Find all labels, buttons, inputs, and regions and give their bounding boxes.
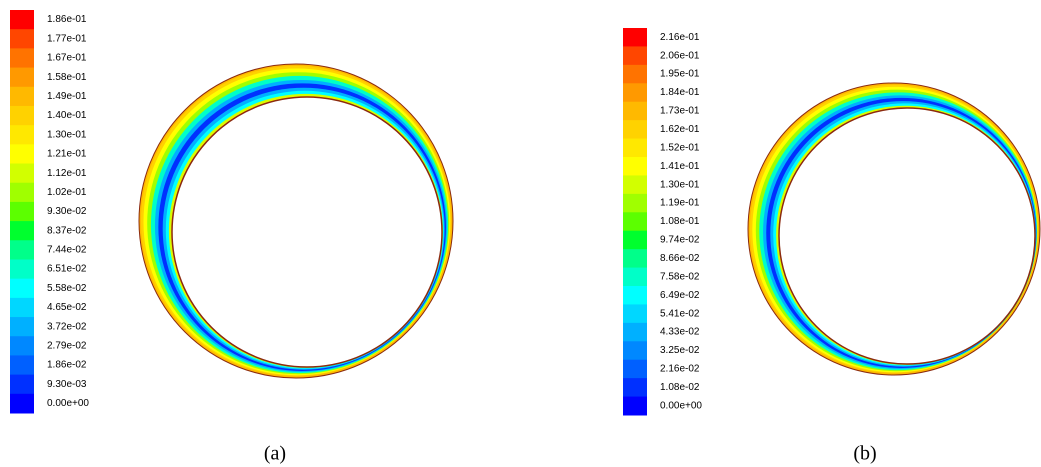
colorbar-label: 9.30e-03: [47, 379, 87, 390]
colorbar-label: 5.41e-02: [660, 308, 700, 319]
colorbar-label: 1.19e-01: [660, 198, 700, 209]
colorbar-label: 7.58e-02: [660, 271, 700, 282]
colorbar-label: 1.49e-01: [47, 91, 87, 102]
colorbar-box: [10, 48, 34, 69]
colorbar-label: 1.02e-01: [47, 187, 87, 198]
colorbar-label: 1.86e-01: [47, 14, 87, 25]
colorbar-box: [10, 297, 34, 318]
colorbar-label: 3.25e-02: [660, 345, 700, 356]
colorbar-box: [623, 304, 647, 324]
colorbar-box: [10, 10, 34, 30]
colorbar-label: 2.06e-01: [660, 50, 700, 61]
colorbar-box: [10, 67, 34, 88]
colorbar-box: [623, 249, 647, 269]
colorbar-box: [10, 144, 34, 165]
colorbar-label: 1.30e-01: [660, 179, 700, 190]
colorbar-box: [623, 341, 647, 361]
colorbar-box: [10, 374, 34, 395]
colorbar-box: [10, 125, 34, 145]
colorbar-label: 2.16e-01: [660, 32, 700, 43]
colorbar-label: 4.65e-02: [47, 302, 87, 313]
colorbar-box: [623, 359, 647, 379]
colorbar-label: 1.84e-01: [660, 87, 700, 98]
colorbar-label: 1.08e-02: [660, 382, 700, 393]
colorbar-box: [10, 29, 34, 49]
colorbar-box: [10, 240, 34, 260]
colorbar-box: [623, 378, 647, 398]
colorbar-label: 1.30e-01: [47, 129, 87, 140]
colorbar-label: 0.00e+00: [660, 400, 702, 411]
colorbar-label: 4.33e-02: [660, 327, 700, 338]
colorbar-box: [10, 393, 34, 414]
colorbar-label: 8.66e-02: [660, 253, 700, 264]
colorbar-box: [10, 163, 34, 184]
colorbar-box: [623, 175, 647, 195]
colorbar-label: 5.58e-02: [47, 283, 87, 294]
colorbar-box: [623, 46, 647, 66]
colorbar-label: 1.12e-01: [47, 168, 87, 179]
colorbar-box: [623, 322, 647, 342]
colorbar-label: 2.79e-02: [47, 340, 87, 351]
colorbar-box: [10, 317, 34, 337]
colorbar-box: [623, 64, 647, 84]
colorbar-label: 9.74e-02: [660, 235, 700, 246]
colorbar-label: 3.72e-02: [47, 321, 87, 332]
colorbar-box: [10, 105, 34, 126]
contour-panel: 1.86e-01 1.77e-01 1.67e-01 1.58e-01 1.49e-01…: [10, 10, 454, 465]
panel-caption: (b): [853, 443, 876, 465]
colorbar-box: [10, 182, 34, 203]
colorbar-label: 1.21e-01: [47, 149, 87, 160]
inner-wall: [778, 107, 1036, 365]
colorbar-box: [10, 355, 34, 376]
colorbar-label: 1.73e-01: [660, 106, 700, 117]
colorbar-box: [623, 157, 647, 176]
colorbar-box: [623, 101, 647, 121]
colorbar-box: [10, 336, 34, 356]
colorbar-label: 1.41e-01: [660, 161, 700, 172]
colorbar-label: 2.16e-02: [660, 364, 700, 375]
colorbar-box: [10, 278, 34, 299]
colorbar-label: 1.40e-01: [47, 110, 87, 121]
colorbar-label: 1.62e-01: [660, 124, 700, 135]
contour-panel: 2.16e-01 2.06e-01 1.95e-01 1.84e-01 1.73e-01…: [623, 28, 1041, 465]
colorbar-box: [623, 193, 647, 213]
colorbar-box: [623, 286, 647, 305]
colorbar-label: 1.95e-01: [660, 69, 700, 80]
colorbar-box: [623, 212, 647, 232]
colorbar-label: 1.58e-01: [47, 72, 87, 83]
colorbar-label: 8.37e-02: [47, 225, 87, 236]
colorbar-box: [623, 396, 647, 416]
colorbar-box: [10, 201, 34, 222]
colorbar-box: [10, 86, 34, 107]
colorbar-box: [623, 267, 647, 287]
colorbar-box: [623, 120, 647, 140]
colorbar-label: 1.77e-01: [47, 33, 87, 44]
panel-caption: (a): [264, 443, 286, 465]
colorbar-label: 1.52e-01: [660, 142, 700, 153]
colorbar-box: [623, 28, 647, 47]
colorbar-label: 1.67e-01: [47, 53, 87, 64]
colorbar-box: [10, 259, 34, 280]
colorbar-label: 6.51e-02: [47, 264, 87, 275]
inner-wall: [171, 96, 443, 368]
colorbar-box: [623, 83, 647, 103]
colorbar-box: [623, 230, 647, 250]
colorbar-box: [623, 138, 647, 158]
colorbar-label: 9.30e-02: [47, 206, 87, 217]
colorbar-box: [10, 221, 34, 241]
colorbar-label: 6.49e-02: [660, 290, 700, 301]
figure-body: 1.86e-01 1.77e-01 1.67e-01 1.58e-01 1.49e-01…: [10, 10, 1041, 465]
colorbar-label: 0.00e+00: [47, 398, 89, 409]
colorbar-label: 7.44e-02: [47, 245, 87, 256]
colorbar-label: 1.86e-02: [47, 360, 87, 371]
colorbar-label: 1.08e-01: [660, 216, 700, 227]
